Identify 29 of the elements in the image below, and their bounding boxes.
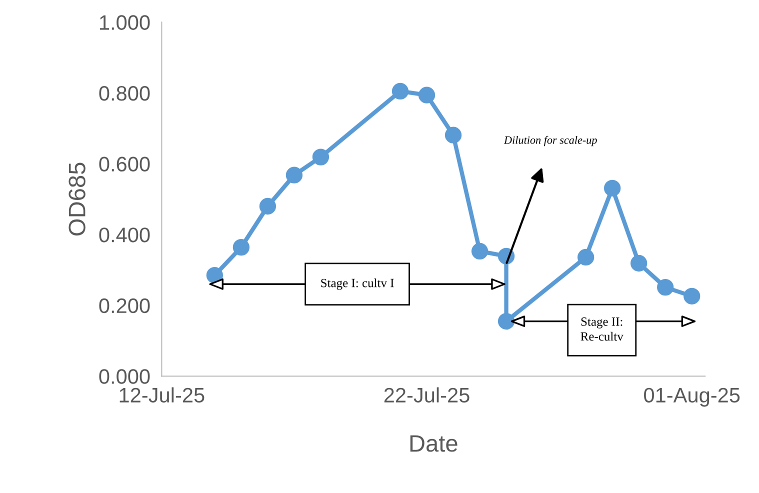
y-tick-label: 0.400 bbox=[99, 228, 150, 242]
point bbox=[392, 82, 409, 100]
point bbox=[498, 312, 515, 330]
x-tick-label: 01-Aug-25 bbox=[644, 388, 740, 407]
point bbox=[444, 126, 462, 144]
point bbox=[312, 148, 330, 166]
annotation: Dilution for scale-up bbox=[504, 136, 597, 146]
point bbox=[577, 248, 594, 266]
point bbox=[630, 254, 648, 272]
point bbox=[286, 166, 303, 184]
y-axis-title: OD685 bbox=[68, 162, 86, 236]
point bbox=[471, 242, 488, 260]
y-tick-label: 0.600 bbox=[99, 156, 150, 172]
point bbox=[604, 180, 621, 197]
point bbox=[657, 278, 674, 296]
y-tick-label: 0.200 bbox=[99, 298, 150, 314]
point bbox=[206, 266, 224, 284]
y-tick-label: 1.000 bbox=[100, 15, 150, 30]
x-axis-title: Date bbox=[410, 435, 458, 452]
annotation: Stage II: Re-cultv bbox=[580, 317, 624, 341]
x-tick-label: 22-Jul-25 bbox=[384, 387, 470, 403]
point bbox=[684, 288, 700, 304]
y-tick-label: 0.800 bbox=[99, 86, 150, 101]
x-tick-label: 12-Jul-25 bbox=[120, 387, 204, 403]
point bbox=[232, 238, 250, 256]
annotation: Stage I: cultv I bbox=[321, 278, 394, 290]
point bbox=[418, 86, 436, 104]
point bbox=[259, 198, 276, 215]
y-tick-label: 0.000 bbox=[99, 369, 150, 384]
